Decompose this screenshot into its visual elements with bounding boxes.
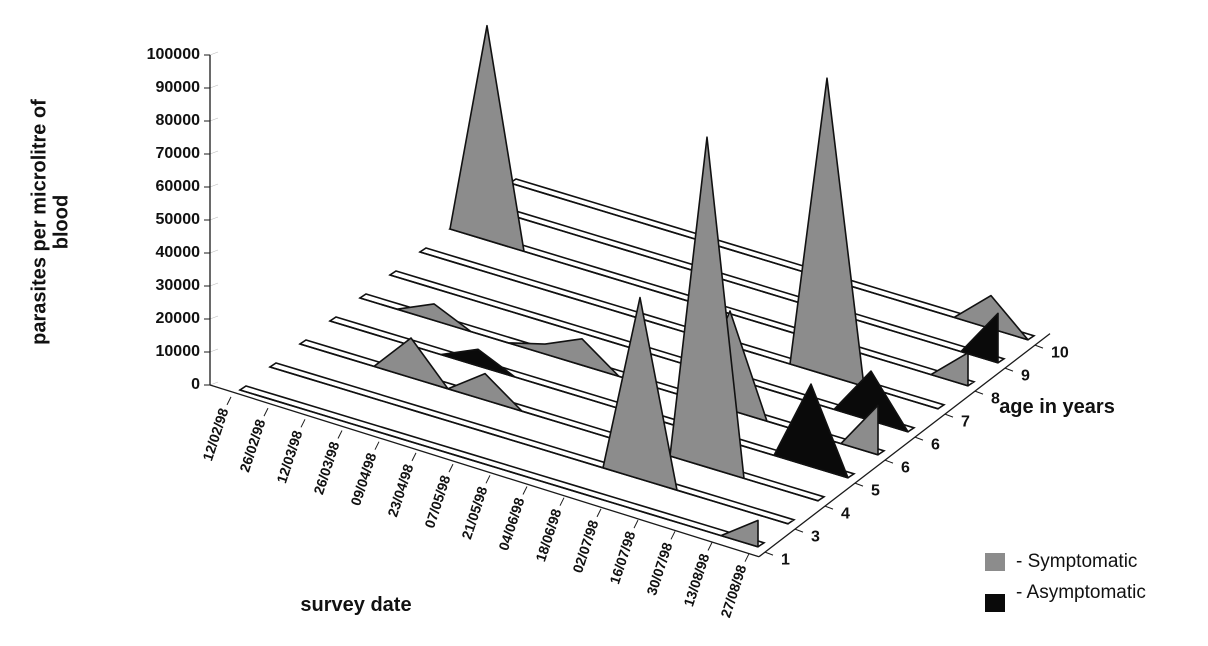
depth-tick-label: 6 [931, 436, 940, 453]
x-tick-label: 04/06/98 [495, 495, 527, 552]
x-tick-mark [559, 497, 565, 506]
y-gridline [209, 51, 219, 56]
y-tick-label: 100000 [147, 46, 200, 63]
x-tick-mark [374, 441, 380, 450]
depth-tick-label: 5 [871, 482, 880, 499]
y-tick-label: 80000 [156, 112, 201, 129]
axes-layer: 0 10000 20000 30000 40000 50000 60000 70000 8000… [147, 46, 1069, 619]
y-gridline [209, 117, 219, 122]
y-gridline [209, 315, 219, 320]
series-area [449, 24, 969, 387]
y-gridline [209, 348, 219, 353]
series-area [329, 320, 849, 479]
x-tick-label: 09/04/98 [347, 451, 379, 508]
y-tick-label: 50000 [156, 211, 201, 228]
y-gridline [209, 381, 219, 386]
y-tick-label: 40000 [156, 244, 201, 261]
x-tick-label: 07/05/98 [421, 473, 453, 530]
series-area [239, 389, 759, 548]
x-axis-title: survey date [300, 594, 411, 616]
y-tick-label: 0 [191, 376, 200, 393]
x-tick-mark [522, 486, 528, 495]
series-area [479, 205, 999, 364]
x-tick-label: 12/02/98 [199, 406, 231, 463]
x-tick-mark [670, 531, 676, 540]
depth-tick-label: 9 [1021, 367, 1030, 384]
y-tick-label: 10000 [156, 343, 201, 360]
x-tick-mark [633, 519, 639, 529]
series-area [299, 136, 819, 502]
depth-axis-line [758, 333, 1051, 558]
y-gridline [209, 249, 219, 254]
legend-label-symptomatic: - Symptomatic [1016, 551, 1137, 572]
depth-tick-mark [914, 436, 924, 441]
y-gridline [209, 183, 219, 188]
x-tick-mark [485, 475, 491, 484]
depth-tick-mark [944, 413, 954, 418]
depth-tick-mark [1034, 344, 1044, 349]
x-axis-line [209, 384, 760, 558]
x-tick-label: 30/07/98 [643, 540, 675, 597]
legend-swatch-asymptomatic [985, 594, 1005, 612]
depth-tick-label: 1 [781, 551, 790, 568]
legend-label-asymptomatic: - Asymptomatic [1016, 582, 1146, 603]
depth-tick-mark [824, 505, 834, 510]
y-gridline [209, 150, 219, 155]
depth-tick-label: 3 [811, 528, 820, 545]
x-tick-mark [263, 407, 269, 417]
y-tick-label: 70000 [156, 145, 201, 162]
x-tick-label: 12/03/98 [273, 428, 305, 485]
legend: - Symptomatic - Asymptomatic [985, 551, 1146, 612]
depth-tick-mark [794, 528, 804, 533]
depth-tick-mark [884, 459, 894, 464]
x-tick-mark [596, 508, 602, 518]
y-gridline [209, 216, 219, 221]
y-axis-gridlines [209, 51, 219, 386]
y-axis-title-line-2: blood [50, 195, 72, 249]
series-area [389, 274, 909, 433]
x-tick-label: 27/08/98 [717, 563, 749, 620]
series-floor-ribbon [478, 201, 1006, 364]
x-tick-mark [411, 452, 417, 462]
x-tick-mark [337, 430, 343, 439]
series-area [419, 77, 939, 410]
y-tick-label: 30000 [156, 277, 201, 294]
x-tick-mark [300, 419, 306, 428]
x-tick-mark [448, 463, 454, 473]
series-area [509, 182, 1029, 341]
depth-tick-label: 6 [901, 459, 910, 476]
depth-tick-label: 7 [961, 413, 970, 430]
series-layer [238, 24, 1036, 548]
x-tick-label: 23/04/98 [384, 462, 416, 519]
depth-tick-label: 10 [1051, 344, 1069, 361]
x-tick-label: 13/08/98 [680, 551, 712, 608]
x-tick-label: 16/07/98 [606, 529, 638, 586]
x-tick-mark [707, 542, 713, 551]
y-tick-label: 60000 [156, 178, 201, 195]
x-tick-mark [226, 396, 232, 406]
y-axis-title-line-1: parasites per microlitre of [28, 99, 50, 345]
x-tick-label: 02/07/98 [569, 518, 601, 575]
y-gridline [209, 282, 219, 287]
y-tick-label: 20000 [156, 310, 201, 327]
legend-swatch-symptomatic [985, 553, 1005, 571]
series-area [269, 296, 789, 525]
x-tick-label: 26/02/98 [236, 417, 268, 474]
x-tick-label: 18/06/98 [532, 507, 564, 564]
x-tick-label: 26/03/98 [310, 439, 342, 496]
depth-tick-mark [974, 390, 984, 395]
depth-tick-label: 8 [991, 390, 1000, 407]
depth-tick-label: 4 [841, 505, 850, 522]
y-gridline [209, 84, 219, 89]
depth-tick-mark [1004, 367, 1014, 372]
y-tick-label: 90000 [156, 79, 201, 96]
x-tick-label: 21/05/98 [458, 484, 490, 541]
series-area [359, 297, 879, 456]
depth-tick-mark [854, 482, 864, 487]
depth-axis-title: age in years [999, 396, 1115, 418]
x-tick-mark [744, 553, 750, 562]
depth-tick-mark [764, 551, 774, 556]
